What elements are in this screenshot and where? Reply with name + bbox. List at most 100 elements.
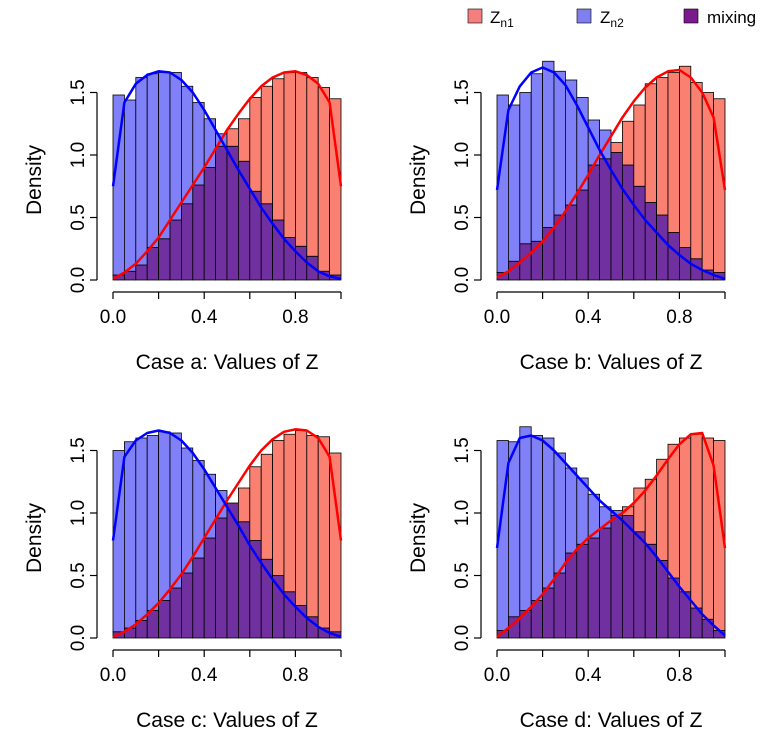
x-axis-label: Case d: Values of Z <box>520 709 703 732</box>
bar-zn1 <box>237 487 251 523</box>
legend-label-zn1: Zn1 <box>490 8 514 30</box>
bar-zn2 <box>519 426 532 611</box>
bar-mixing <box>283 591 296 639</box>
bar-mixing <box>158 600 171 639</box>
y-tick-label: 0.5 <box>68 562 89 588</box>
bar-mixing <box>576 543 589 639</box>
density-line-zn2 <box>495 66 726 280</box>
bar-zn2 <box>180 447 194 574</box>
panel-2: 0.0 0.4 0.8 0.0 0.5 1.0 1.5 Density Case b: Valu… <box>407 60 727 374</box>
bar-zn1 <box>260 85 274 205</box>
bar-zn1 <box>226 128 239 147</box>
legend-swatch-zn1 <box>467 8 483 24</box>
bar-mixing <box>565 204 578 281</box>
legend-item-zn1: Zn1 <box>467 8 514 30</box>
bar-mixing <box>192 184 205 281</box>
bar-mixing <box>701 618 715 639</box>
bar-zn1 <box>317 436 331 629</box>
density-line-zn1 <box>112 70 343 280</box>
bar-zn1 <box>690 433 703 609</box>
bar-zn2 <box>135 437 148 621</box>
bar-zn2 <box>565 79 578 206</box>
bar-zn1 <box>306 435 319 618</box>
bar-mixing <box>587 164 601 281</box>
bar-zn2 <box>530 73 544 242</box>
bar-zn2 <box>507 104 521 262</box>
y-axis-label: Density <box>23 144 46 215</box>
y-axis-label: Density <box>407 502 430 573</box>
x-tick-label: 0.8 <box>666 307 692 328</box>
y-tick-label: 1.0 <box>452 142 473 168</box>
bar-zn2 <box>553 70 566 216</box>
bar-zn2 <box>192 460 205 559</box>
bar-mixing <box>587 537 601 639</box>
x-axis-label: Case a: Values of Z <box>136 351 319 374</box>
legend-item-zn2: Zn2 <box>576 8 624 30</box>
density-line-zn1 <box>496 68 727 279</box>
bar-zn1 <box>701 92 715 271</box>
bar-zn1 <box>329 98 342 276</box>
bar-mixing <box>622 164 635 281</box>
density-line-zn2 <box>111 429 342 638</box>
x-axis: 0.0 0.4 0.8 <box>100 291 342 328</box>
panel-1: 0.0 0.4 0.8 0.0 0.5 1.0 1.5 Density Case a: Valu… <box>23 70 343 374</box>
bar-zn1 <box>329 452 342 633</box>
x-axis: 0.0 0.4 0.8 <box>100 649 342 686</box>
bar-mixing <box>644 202 658 281</box>
density-line-zn1 <box>496 431 727 638</box>
bar-mixing <box>215 145 228 281</box>
bar-mixing <box>553 572 566 639</box>
bar-zn1 <box>701 437 715 620</box>
y-tick-label: 0.0 <box>452 625 473 651</box>
bar-zn2 <box>146 435 159 611</box>
bar-zn1 <box>260 453 274 560</box>
bar-zn2 <box>553 452 566 574</box>
x-axis-label: Case c: Values of Z <box>136 709 318 732</box>
bar-mixing <box>599 527 612 639</box>
y-axis-label: Density <box>407 144 430 215</box>
y-tick-label: 1.5 <box>452 79 473 105</box>
panels: 0.0 0.4 0.8 0.0 0.5 1.0 1.5 Density Case a: Valu… <box>23 60 727 732</box>
bar-zn1 <box>249 97 262 192</box>
bar-zn1 <box>679 65 692 248</box>
x-tick-label: 0.0 <box>100 665 126 686</box>
bar-zn2 <box>158 431 171 601</box>
x-tick-label: 0.8 <box>282 665 308 686</box>
bar-zn2 <box>135 77 148 266</box>
bar-zn1 <box>622 120 635 166</box>
bar-mixing <box>146 610 159 639</box>
bar-zn2 <box>542 437 555 589</box>
bar-zn1 <box>272 78 285 221</box>
bar-mixing <box>135 264 148 281</box>
panel-4: 0.0 0.4 0.8 0.0 0.5 1.0 1.5 Density Case d: Valu… <box>407 426 727 732</box>
bar-mixing <box>203 537 216 639</box>
bar-zn1 <box>294 72 308 247</box>
bar-zn2 <box>565 467 578 554</box>
bar-mixing <box>203 167 216 281</box>
bar-zn1 <box>272 440 285 576</box>
bar-zn1 <box>610 142 623 153</box>
y-tick-label: 0.5 <box>452 204 473 230</box>
bar-zn1 <box>633 104 646 187</box>
x-axis-label: Case b: Values of Z <box>520 351 703 374</box>
bar-mixing <box>622 515 635 639</box>
bar-mixing <box>192 557 205 639</box>
y-tick-label: 0.0 <box>68 267 89 293</box>
x-tick-label: 0.4 <box>191 665 218 686</box>
legend-item-mixing: mixing <box>683 8 756 27</box>
panel-3: 0.0 0.4 0.8 0.0 0.5 1.0 1.5 Density Case c: Valu… <box>23 428 343 732</box>
x-tick-label: 0.0 <box>484 307 510 328</box>
bar-mixing <box>169 587 182 639</box>
x-tick-label: 0.0 <box>100 307 126 328</box>
bar-mixing <box>180 572 194 639</box>
bar-zn2 <box>169 432 182 589</box>
y-tick-label: 1.5 <box>452 437 473 463</box>
bar-mixing <box>656 560 669 639</box>
bar-zn1 <box>249 466 262 541</box>
bar-zn1 <box>690 82 703 260</box>
bar-zn1 <box>306 77 319 257</box>
bar-zn1 <box>283 433 296 593</box>
x-tick-label: 0.4 <box>575 307 602 328</box>
bar-mixing <box>158 238 171 281</box>
